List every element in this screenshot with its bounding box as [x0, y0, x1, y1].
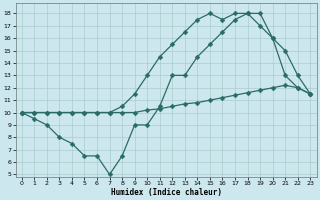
X-axis label: Humidex (Indice chaleur): Humidex (Indice chaleur): [110, 188, 221, 197]
